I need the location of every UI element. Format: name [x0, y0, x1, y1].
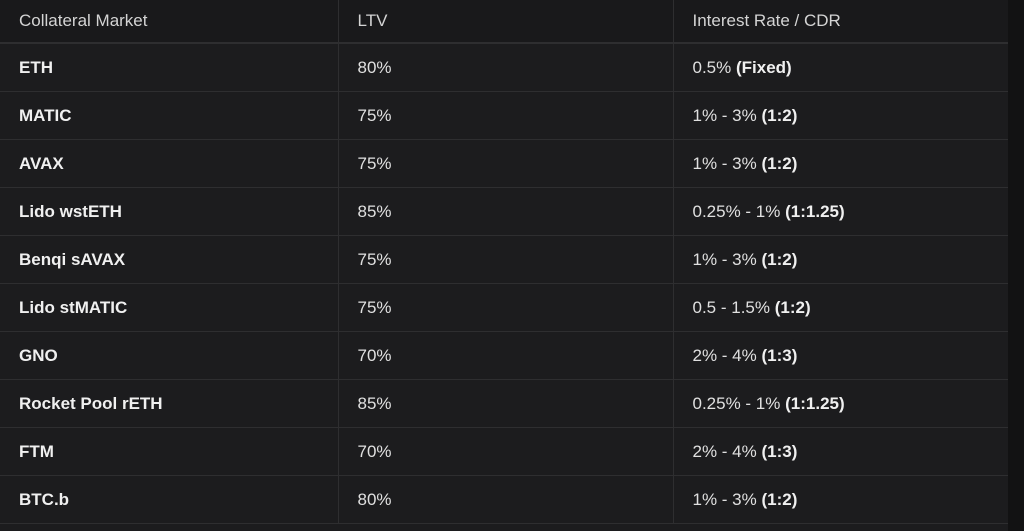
ltv-cell: 70%	[338, 331, 674, 380]
table-row: FTM 70% 2% - 4% (1:3)	[0, 427, 1008, 476]
ltv-cell: 75%	[338, 283, 674, 332]
cdr: (Fixed)	[735, 57, 792, 77]
rate-cell: 0.5 - 1.5% (1:2)	[673, 283, 1008, 332]
collateral-table: Collateral Market LTV Interest Rate / CDR …	[0, 0, 1008, 524]
ltv-cell: 75%	[338, 139, 674, 188]
interest-rate: 1% - 3%	[692, 153, 757, 173]
cdr: (1:2)	[761, 249, 798, 269]
table-row: ETH 80% 0.5% (Fixed)	[0, 43, 1008, 92]
header-row: Collateral Market LTV Interest Rate / CDR	[0, 0, 1008, 44]
market-cell: Lido wstETH	[0, 187, 339, 236]
cdr: (1:2)	[761, 105, 798, 125]
table-row: Rocket Pool rETH 85% 0.25% - 1% (1:1.25)	[0, 379, 1008, 428]
cdr: (1:2)	[761, 489, 798, 509]
ltv-cell: 75%	[338, 235, 674, 284]
table-row: GNO 70% 2% - 4% (1:3)	[0, 331, 1008, 380]
cdr: (1:2)	[774, 297, 811, 317]
interest-rate: 1% - 3%	[692, 489, 757, 509]
market-cell: MATIC	[0, 91, 339, 140]
table-row: AVAX 75% 1% - 3% (1:2)	[0, 139, 1008, 188]
rate-cell: 0.25% - 1% (1:1.25)	[673, 379, 1008, 428]
rate-cell: 2% - 4% (1:3)	[673, 427, 1008, 476]
ltv-cell: 75%	[338, 91, 674, 140]
ltv-cell: 80%	[338, 43, 674, 92]
interest-rate: 0.5 - 1.5%	[692, 297, 771, 317]
table-row: BTC.b 80% 1% - 3% (1:2)	[0, 475, 1008, 524]
rate-cell: 1% - 3% (1:2)	[673, 91, 1008, 140]
cdr: (1:3)	[761, 441, 798, 461]
market-cell: Rocket Pool rETH	[0, 379, 339, 428]
header-cell: LTV	[338, 0, 674, 44]
ltv-cell: 85%	[338, 187, 674, 236]
interest-rate: 1% - 3%	[692, 249, 757, 269]
cdr: (1:1.25)	[785, 393, 845, 413]
table-row: MATIC 75% 1% - 3% (1:2)	[0, 91, 1008, 140]
interest-rate: 0.5%	[692, 57, 732, 77]
rate-cell: 0.5% (Fixed)	[673, 43, 1008, 92]
ltv-cell: 70%	[338, 427, 674, 476]
interest-rate: 0.25% - 1%	[692, 201, 781, 221]
market-cell: AVAX	[0, 139, 339, 188]
header-cell: Collateral Market	[0, 0, 339, 44]
market-cell: FTM	[0, 427, 339, 476]
rate-cell: 1% - 3% (1:2)	[673, 235, 1008, 284]
market-cell: Benqi sAVAX	[0, 235, 339, 284]
interest-rate: 1% - 3%	[692, 105, 757, 125]
ltv-cell: 80%	[338, 475, 674, 524]
rate-cell: 1% - 3% (1:2)	[673, 139, 1008, 188]
market-cell: GNO	[0, 331, 339, 380]
cdr: (1:3)	[761, 345, 798, 365]
header-cell: Interest Rate / CDR	[673, 0, 1008, 44]
table-row: Benqi sAVAX 75% 1% - 3% (1:2)	[0, 235, 1008, 284]
table-row: Lido stMATIC 75% 0.5 - 1.5% (1:2)	[0, 283, 1008, 332]
table-body: ETH 80% 0.5% (Fixed) MATIC 75% 1% - 3% (1:2) A…	[0, 43, 1008, 524]
rate-cell: 1% - 3% (1:2)	[673, 475, 1008, 524]
rate-cell: 2% - 4% (1:3)	[673, 331, 1008, 380]
cdr: (1:2)	[761, 153, 798, 173]
rate-cell: 0.25% - 1% (1:1.25)	[673, 187, 1008, 236]
market-cell: Lido stMATIC	[0, 283, 339, 332]
interest-rate: 2% - 4%	[692, 441, 757, 461]
ltv-cell: 85%	[338, 379, 674, 428]
cdr: (1:1.25)	[785, 201, 845, 221]
interest-rate: 2% - 4%	[692, 345, 757, 365]
interest-rate: 0.25% - 1%	[692, 393, 781, 413]
table-row: Lido wstETH 85% 0.25% - 1% (1:1.25)	[0, 187, 1008, 236]
market-cell: ETH	[0, 43, 339, 92]
market-cell: BTC.b	[0, 475, 339, 524]
